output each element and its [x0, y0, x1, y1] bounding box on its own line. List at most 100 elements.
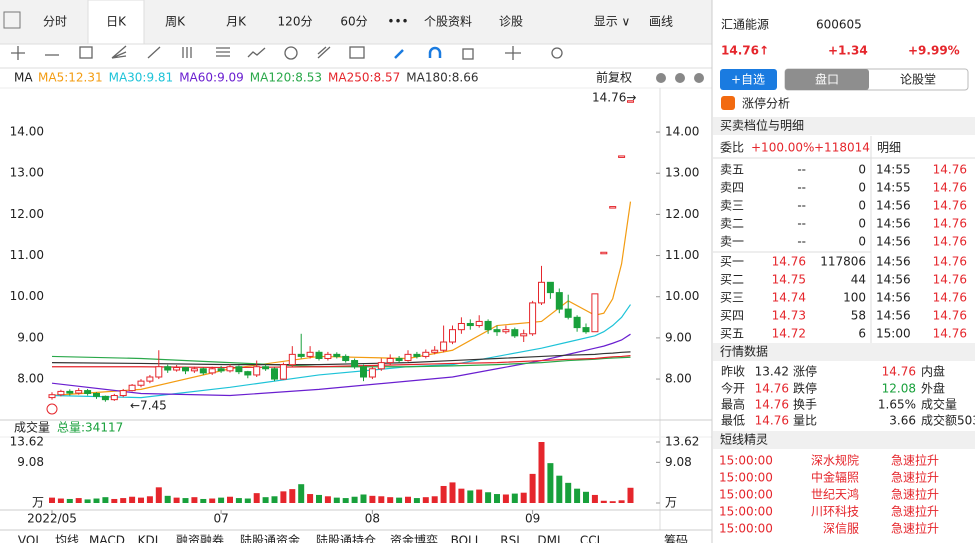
book-label: 卖二: [720, 217, 744, 231]
detail-price: 14.76: [933, 199, 967, 213]
book-price: --: [797, 235, 806, 249]
volume-bar: [538, 442, 545, 503]
volume-bar: [49, 497, 55, 503]
candle-body: [413, 353, 421, 357]
volume-bar: [342, 498, 349, 503]
tab[interactable]: 月K: [226, 15, 247, 29]
zoom-icons[interactable]: [656, 73, 704, 83]
candle-body: [475, 320, 483, 327]
volume-bar: [369, 495, 376, 503]
detail-time: 14:55: [876, 163, 911, 177]
candle-body: [279, 364, 287, 380]
candle-body: [48, 394, 56, 399]
bottom-tab[interactable]: 陆股通资金: [240, 533, 300, 547]
stat-value: 1.65%: [878, 398, 916, 412]
volume-bar: [173, 497, 180, 503]
candle-body: [93, 392, 100, 397]
bottom-tab[interactable]: 均线: [55, 534, 79, 547]
book-volume: 117806: [820, 255, 866, 269]
button[interactable]: +自选: [731, 73, 765, 87]
volume-bar: [146, 496, 153, 503]
bottom-tab[interactable]: VOL: [18, 534, 42, 547]
bottom-tab[interactable]: CCI: [580, 534, 600, 547]
bottom-tab[interactable]: 筹码: [664, 534, 688, 547]
y-tick-label-right: 13.62: [665, 435, 699, 449]
stat-label: 昨收: [721, 365, 745, 379]
alert-type: 急速拉升: [891, 470, 939, 485]
candle-body: [253, 366, 261, 376]
limit-analysis[interactable]: 涨停分析: [742, 96, 790, 111]
bottom-tab[interactable]: DMI: [537, 534, 560, 547]
stat-label: 外盘: [921, 381, 945, 396]
candle-body: [502, 329, 510, 333]
candle-body: [244, 371, 252, 376]
volume-bar: [84, 499, 91, 503]
watch-button[interactable]: [720, 69, 777, 90]
alert-stock: 中金辐照: [811, 470, 859, 485]
candle-body: [262, 366, 270, 370]
candle-body: [386, 357, 394, 364]
tab[interactable]: 120分: [278, 15, 313, 29]
candle-body: [582, 327, 590, 333]
tab[interactable]: 画线: [649, 15, 673, 29]
tab[interactable]: 显示 ∨: [594, 15, 631, 29]
book-price: 14.76: [772, 255, 806, 269]
detail-time: 14:55: [876, 181, 911, 195]
y-tick-label-right: 12.00: [665, 207, 699, 221]
legend-entry: MA5:12.31: [38, 71, 103, 85]
alert-time: 15:00:00: [719, 488, 773, 502]
detail-price: 14.76: [933, 327, 967, 341]
candle-body: [395, 357, 403, 362]
book-label: 买二: [720, 273, 744, 287]
candle-body: [609, 206, 617, 209]
volume-bar: [387, 497, 394, 503]
menu-icon[interactable]: [3, 11, 21, 29]
segment-active[interactable]: [785, 69, 869, 90]
bottom-tab[interactable]: RSI: [500, 534, 520, 547]
bottom-tab[interactable]: 陆股通持仓: [316, 533, 376, 547]
book-volume: 100: [843, 291, 866, 305]
tab[interactable]: •••: [387, 15, 408, 29]
button[interactable]: 盘口: [815, 72, 839, 87]
volume-bar: [440, 485, 447, 503]
book-volume: 6: [858, 327, 866, 341]
candle-body: [199, 368, 207, 374]
bottom-tab[interactable]: 资金博弈: [390, 533, 438, 547]
volume-bar: [458, 488, 465, 503]
candle-body: [182, 367, 189, 372]
tab[interactable]: 周K: [165, 15, 186, 29]
tab[interactable]: 分时: [43, 15, 67, 29]
alert-type: 急速拉升: [891, 521, 939, 536]
y-tick-label: 8.00: [17, 372, 44, 386]
limit-icon: [721, 96, 735, 110]
volume-bar: [200, 498, 207, 503]
alert-stock: 世纪天鸿: [811, 488, 859, 502]
y-tick-label-right: 14.00: [665, 125, 699, 139]
candle-body: [315, 351, 323, 359]
tab[interactable]: 日K: [106, 15, 127, 29]
bottom-tab[interactable]: 融资融券: [176, 533, 224, 547]
bottom-tab[interactable]: KDJ: [138, 534, 159, 547]
volume-bar: [93, 498, 100, 503]
alert-time: 15:00:00: [719, 522, 773, 536]
detail-price: 14.76: [933, 309, 967, 323]
adjust-label: 前复权: [596, 70, 632, 85]
tab[interactable]: 个股资料: [424, 15, 472, 29]
candle-body: [297, 353, 305, 357]
candle-body: [271, 368, 278, 380]
stat-label: 成交额503: [921, 413, 975, 428]
tab[interactable]: 60分: [340, 15, 367, 29]
button[interactable]: 论股堂: [900, 73, 936, 87]
stock-code: 600605: [816, 18, 862, 32]
bottom-tab[interactable]: MACD: [89, 534, 125, 547]
volume-bar: [627, 487, 634, 503]
tab[interactable]: 诊股: [499, 15, 523, 29]
volume-bar: [476, 489, 483, 503]
detail-title: 明细: [877, 141, 901, 155]
bottom-tab[interactable]: BOLL: [451, 534, 482, 547]
y-tick-label: 11.00: [10, 248, 44, 262]
ma-line: [51, 333, 631, 397]
candle-body: [618, 155, 626, 158]
volume-bar: [600, 500, 607, 503]
